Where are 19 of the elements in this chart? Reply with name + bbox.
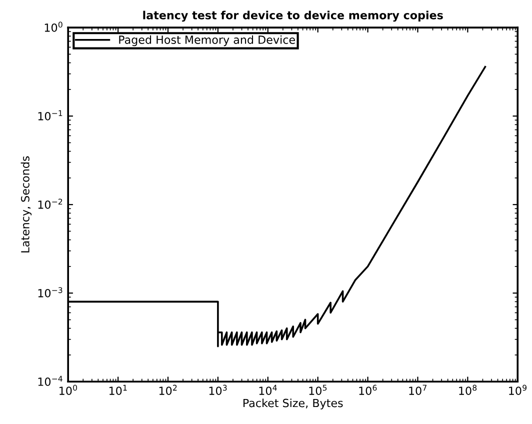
y-axis-title: Latency, Seconds bbox=[20, 156, 32, 252]
y-tick-label: 10$^{−4}$ bbox=[38, 376, 62, 386]
y-tick-label: 10$^{−2}$ bbox=[38, 198, 62, 209]
x-tick-label: 10$^{9}$ bbox=[509, 384, 527, 395]
x-tick-label: 10$^{5}$ bbox=[309, 384, 327, 395]
x-tick-label: 10$^{6}$ bbox=[359, 384, 377, 395]
x-tick-label: 10$^{0}$ bbox=[60, 384, 77, 395]
x-tick-label: 10$^{8}$ bbox=[459, 384, 477, 395]
chart-title: latency test for device to device memory copies bbox=[143, 10, 443, 22]
y-tick-label: 10$^{−3}$ bbox=[38, 287, 62, 298]
x-tick-label: 10$^{1}$ bbox=[109, 384, 127, 395]
legend-label: Paged Host Memory and Device bbox=[119, 35, 295, 46]
x-tick-label: 10$^{7}$ bbox=[409, 384, 426, 395]
x-tick-label: 10$^{2}$ bbox=[159, 384, 177, 395]
x-tick-label: 10$^{3}$ bbox=[209, 384, 227, 395]
y-tick-label: 10$^{0}$ bbox=[44, 22, 62, 32]
x-axis-title: Packet Size, Bytes bbox=[243, 398, 343, 410]
y-tick-label: 10$^{−1}$ bbox=[38, 110, 62, 120]
x-tick-label: 10$^{4}$ bbox=[259, 384, 277, 395]
